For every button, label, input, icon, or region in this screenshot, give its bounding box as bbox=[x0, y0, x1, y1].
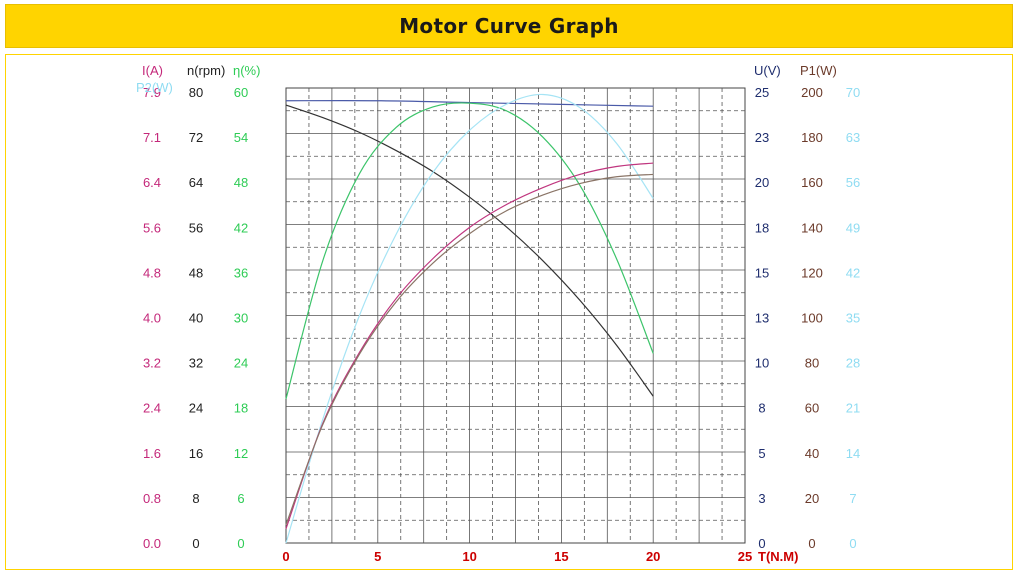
tick-label-I: 0.0 bbox=[143, 536, 161, 551]
tick-label-n: 80 bbox=[189, 85, 203, 100]
axis-title-I: I(A) bbox=[142, 63, 163, 78]
tick-label-P1: 120 bbox=[801, 265, 823, 280]
x-tick-label: 5 bbox=[374, 549, 381, 564]
grid bbox=[285, 87, 746, 544]
tick-label-eta: 12 bbox=[234, 446, 248, 461]
tick-label-P2: 56 bbox=[846, 175, 860, 190]
tick-label-P2: 7 bbox=[849, 491, 856, 506]
tick-label-P2: 28 bbox=[846, 356, 860, 371]
tick-label-eta: 6 bbox=[237, 491, 244, 506]
x-axis-title: T(N.M) bbox=[758, 549, 798, 564]
tick-label-P2: 70 bbox=[846, 85, 860, 100]
tick-label-I: 2.4 bbox=[143, 401, 161, 416]
tick-label-P1: 140 bbox=[801, 220, 823, 235]
tick-label-eta: 30 bbox=[234, 311, 248, 326]
title-bar: Motor Curve Graph bbox=[5, 4, 1013, 48]
series-line-P2 bbox=[285, 93, 654, 544]
tick-label-I: 7.9 bbox=[143, 85, 161, 100]
tick-label-U: 0 bbox=[758, 536, 765, 551]
series-group bbox=[285, 93, 654, 544]
tick-label-I: 3.2 bbox=[143, 356, 161, 371]
tick-label-eta: 24 bbox=[234, 356, 248, 371]
axis-title-P1: P1(W) bbox=[800, 63, 837, 78]
tick-label-P2: 14 bbox=[846, 446, 860, 461]
tick-label-n: 40 bbox=[189, 311, 203, 326]
tick-label-U: 25 bbox=[755, 85, 769, 100]
tick-label-n: 32 bbox=[189, 356, 203, 371]
tick-label-eta: 60 bbox=[234, 85, 248, 100]
tick-label-P2: 21 bbox=[846, 401, 860, 416]
tick-label-n: 72 bbox=[189, 130, 203, 145]
tick-label-n: 64 bbox=[189, 175, 203, 190]
tick-label-P2: 49 bbox=[846, 220, 860, 235]
tick-label-P1: 60 bbox=[805, 401, 819, 416]
chart-frame bbox=[5, 54, 1013, 570]
tick-label-I: 6.4 bbox=[143, 175, 161, 190]
axis-title-P2: P2(W) bbox=[136, 80, 173, 95]
tick-label-U: 8 bbox=[758, 401, 765, 416]
axis-title-eta: η(%) bbox=[233, 63, 260, 78]
tick-label-n: 16 bbox=[189, 446, 203, 461]
tick-label-P1: 180 bbox=[801, 130, 823, 145]
tick-label-P1: 200 bbox=[801, 85, 823, 100]
axis-labels: I(A) 0.0 0.8 1.6 2.4 3.2 4.0 4.8 5.6 6.4 7.1 7.9 n(r… bbox=[136, 63, 860, 564]
x-tick-label: 15 bbox=[554, 549, 568, 564]
tick-label-eta: 48 bbox=[234, 175, 248, 190]
tick-label-I: 1.6 bbox=[143, 446, 161, 461]
x-tick-label: 0 bbox=[282, 549, 289, 564]
page-title: Motor Curve Graph bbox=[399, 14, 619, 38]
tick-label-P2: 0 bbox=[849, 536, 856, 551]
tick-label-U: 3 bbox=[758, 491, 765, 506]
tick-label-eta: 42 bbox=[234, 220, 248, 235]
x-tick-label: 10 bbox=[462, 549, 476, 564]
axis-title-n: n(rpm) bbox=[187, 63, 225, 78]
tick-label-U: 10 bbox=[755, 356, 769, 371]
tick-label-P2: 42 bbox=[846, 265, 860, 280]
tick-label-n: 0 bbox=[192, 536, 199, 551]
x-tick-label: 20 bbox=[646, 549, 660, 564]
tick-label-P1: 160 bbox=[801, 175, 823, 190]
tick-label-eta: 54 bbox=[234, 130, 248, 145]
tick-label-U: 13 bbox=[755, 311, 769, 326]
series-line-n bbox=[285, 104, 654, 397]
tick-label-U: 20 bbox=[755, 175, 769, 190]
tick-label-I: 7.1 bbox=[143, 130, 161, 145]
series-line-P1 bbox=[285, 173, 654, 526]
tick-label-P1: 20 bbox=[805, 491, 819, 506]
tick-label-P2: 35 bbox=[846, 311, 860, 326]
tick-label-P2: 63 bbox=[846, 130, 860, 145]
tick-label-P1: 0 bbox=[808, 536, 815, 551]
tick-label-I: 4.8 bbox=[143, 265, 161, 280]
tick-label-n: 24 bbox=[189, 401, 203, 416]
tick-label-I: 0.8 bbox=[143, 491, 161, 506]
tick-label-U: 15 bbox=[755, 265, 769, 280]
tick-label-n: 48 bbox=[189, 265, 203, 280]
tick-label-P1: 40 bbox=[805, 446, 819, 461]
tick-label-P1: 100 bbox=[801, 311, 823, 326]
tick-label-P1: 80 bbox=[805, 356, 819, 371]
tick-label-eta: 0 bbox=[237, 536, 244, 551]
axis-title-U: U(V) bbox=[754, 63, 781, 78]
tick-label-n: 8 bbox=[192, 491, 199, 506]
tick-label-U: 23 bbox=[755, 130, 769, 145]
tick-label-I: 5.6 bbox=[143, 220, 161, 235]
tick-label-eta: 36 bbox=[234, 265, 248, 280]
tick-label-U: 5 bbox=[758, 446, 765, 461]
x-tick-label: 25 bbox=[738, 549, 752, 564]
series-line-eta bbox=[285, 102, 654, 400]
series-line-I bbox=[285, 162, 654, 529]
tick-label-I: 4.0 bbox=[143, 311, 161, 326]
series-line-U bbox=[285, 100, 654, 107]
tick-label-U: 18 bbox=[755, 220, 769, 235]
tick-label-eta: 18 bbox=[234, 401, 248, 416]
tick-label-n: 56 bbox=[189, 220, 203, 235]
